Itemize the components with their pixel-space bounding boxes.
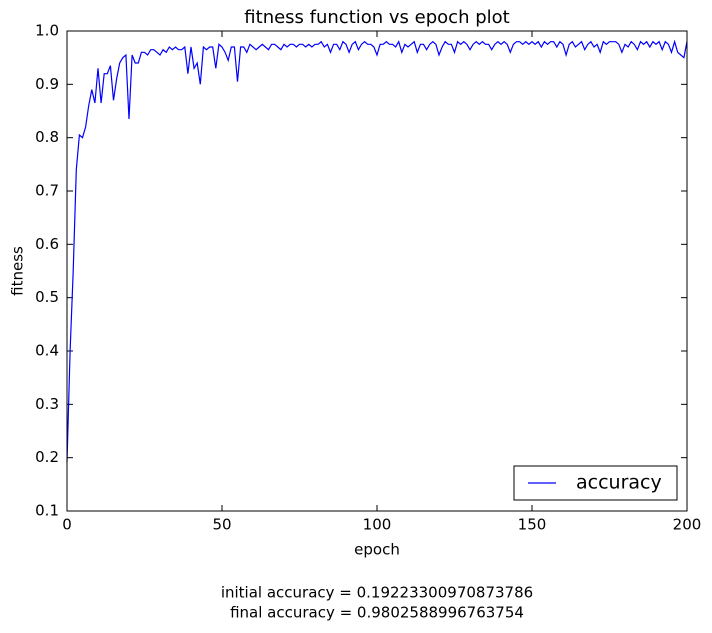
annotation: initial accuracy = 0.19223300970873786 — [221, 584, 533, 602]
chart-title: fitness function vs epoch plot — [244, 7, 509, 28]
x-tick-label: 50 — [212, 516, 231, 534]
y-tick-label: 0.9 — [35, 75, 59, 93]
x-tick-label: 0 — [62, 516, 72, 534]
y-tick-label: 0.2 — [35, 448, 59, 466]
x-tick-label: 200 — [673, 516, 702, 534]
y-tick-label: 0.8 — [35, 128, 59, 146]
x-tick-label: 100 — [363, 516, 392, 534]
x-tick-label: 150 — [518, 516, 547, 534]
line-series — [66, 39, 688, 462]
y-tick-label: 0.5 — [35, 288, 59, 306]
annotation: final accuracy = 0.9802588996763754 — [230, 604, 524, 622]
legend-label: accuracy — [576, 472, 662, 494]
y-tick-label: 0.6 — [35, 235, 59, 253]
y-tick-label: 1.0 — [35, 22, 59, 40]
y-tick-label: 0.7 — [35, 182, 59, 200]
y-tick-label: 0.1 — [35, 502, 59, 520]
y-axis-label: fitness — [9, 246, 27, 296]
y-tick-label: 0.3 — [35, 395, 59, 413]
y-tick-label: 0.4 — [35, 342, 59, 360]
x-axis-label: epoch — [354, 541, 400, 559]
plot-frame — [66, 30, 688, 512]
